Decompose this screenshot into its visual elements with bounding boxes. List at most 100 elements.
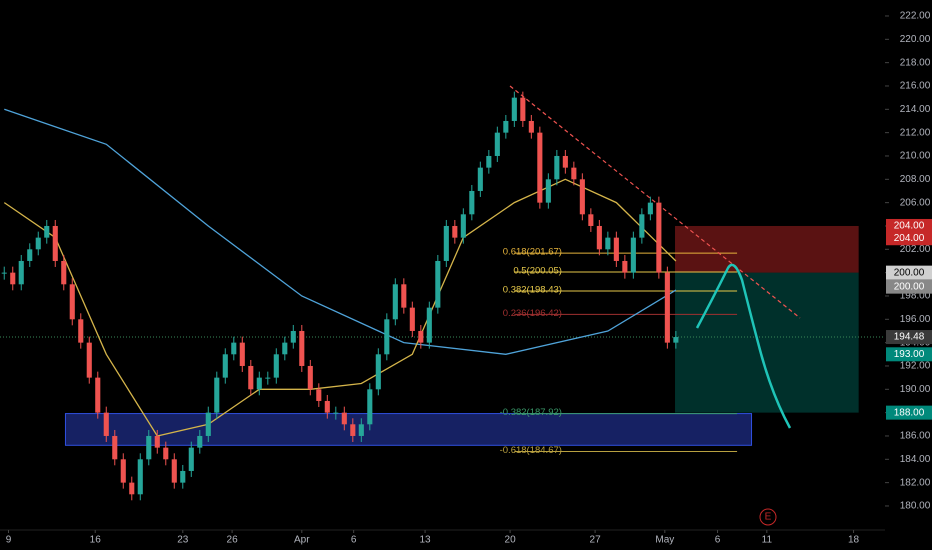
y-tick-label: 182.00 <box>900 477 931 488</box>
candle <box>61 260 67 285</box>
fib-label: 0.618(201.67) <box>503 247 562 258</box>
candle <box>69 284 75 320</box>
earnings-marker <box>759 508 777 526</box>
price-tag <box>886 218 932 233</box>
candle <box>537 132 543 203</box>
candle <box>52 225 58 261</box>
moving-average <box>4 108 677 355</box>
candle <box>197 435 203 448</box>
candle <box>205 412 211 436</box>
candle <box>664 272 670 343</box>
x-tick-label: 23 <box>177 535 189 546</box>
candle <box>35 237 41 250</box>
y-tick-label: 198.00 <box>900 291 931 302</box>
candle <box>78 319 84 343</box>
x-tick-label: 6 <box>351 535 357 546</box>
candle <box>375 354 381 390</box>
candle <box>10 272 16 285</box>
price-tag-label: 200.00 <box>894 267 925 278</box>
price-tag-label: 193.00 <box>894 349 925 360</box>
price-tag-label: 200.00 <box>894 281 925 292</box>
x-tick-label: 16 <box>90 535 102 546</box>
trend-line <box>509 85 801 319</box>
candle <box>44 225 50 238</box>
candle <box>409 307 415 331</box>
price-axis <box>885 0 932 530</box>
candle <box>265 377 271 379</box>
y-tick-label: 192.00 <box>900 361 931 372</box>
candle <box>239 342 245 366</box>
candle <box>248 365 254 390</box>
candle <box>435 260 441 308</box>
candle <box>171 459 177 483</box>
candle <box>630 237 636 273</box>
candle <box>154 435 160 448</box>
x-tick-label: 13 <box>420 535 432 546</box>
candle <box>103 412 109 436</box>
candle <box>290 330 296 343</box>
candle <box>605 237 611 250</box>
candle <box>341 412 347 425</box>
candle <box>282 342 288 355</box>
candle <box>503 120 509 133</box>
earnings-label: E <box>765 512 772 523</box>
y-tick-label: 180.00 <box>900 501 931 512</box>
projection-path <box>695 263 792 429</box>
x-tick-label: May <box>655 535 674 546</box>
candle <box>350 424 356 436</box>
candle <box>622 260 628 273</box>
candle <box>401 284 407 308</box>
candle <box>469 190 475 215</box>
x-tick-label: 9 <box>6 535 12 546</box>
target-zone <box>675 272 859 413</box>
candle <box>95 377 101 413</box>
y-tick-label: 190.00 <box>900 384 931 395</box>
price-tag <box>886 405 932 420</box>
candle <box>613 237 619 261</box>
candle <box>299 330 305 366</box>
candle <box>86 342 92 378</box>
price-tag <box>886 231 932 246</box>
y-tick-label: 214.00 <box>900 104 931 115</box>
price-tag-label: 194.48 <box>894 332 925 343</box>
fib-label: -0.618(184.67) <box>500 445 562 456</box>
y-tick-label: 222.00 <box>900 11 931 22</box>
price-tag-label: 204.00 <box>894 233 925 244</box>
candle <box>588 214 594 226</box>
fib-label: 0.5(200.05) <box>513 266 562 277</box>
candle <box>112 435 118 460</box>
x-tick-label: 20 <box>505 535 517 546</box>
candle <box>146 435 152 460</box>
candle <box>452 225 458 238</box>
price-tag <box>886 347 932 362</box>
candle <box>273 354 279 378</box>
y-tick-label: 220.00 <box>900 34 931 45</box>
main-layer <box>1 91 679 501</box>
y-tick-label: 202.00 <box>900 244 931 255</box>
candle <box>129 482 135 495</box>
candle <box>214 377 220 413</box>
candle <box>27 249 33 261</box>
candle <box>418 330 424 343</box>
price-tag-label: 188.00 <box>894 407 925 418</box>
candle <box>528 120 534 133</box>
candle <box>562 155 568 168</box>
y-tick-label: 208.00 <box>900 174 931 185</box>
candle <box>494 132 500 156</box>
candle <box>579 179 585 215</box>
candle <box>120 459 126 483</box>
candle <box>392 284 398 320</box>
fib-label: 0.382(198.43) <box>503 284 562 295</box>
candle <box>656 202 662 273</box>
candle <box>520 97 526 121</box>
candle <box>1 272 7 274</box>
candle <box>486 155 492 168</box>
x-tick-label: 26 <box>227 535 239 546</box>
candle <box>324 400 330 413</box>
x-tick-label: 11 <box>762 535 773 546</box>
risk-zone <box>675 225 859 273</box>
candle <box>571 167 577 180</box>
